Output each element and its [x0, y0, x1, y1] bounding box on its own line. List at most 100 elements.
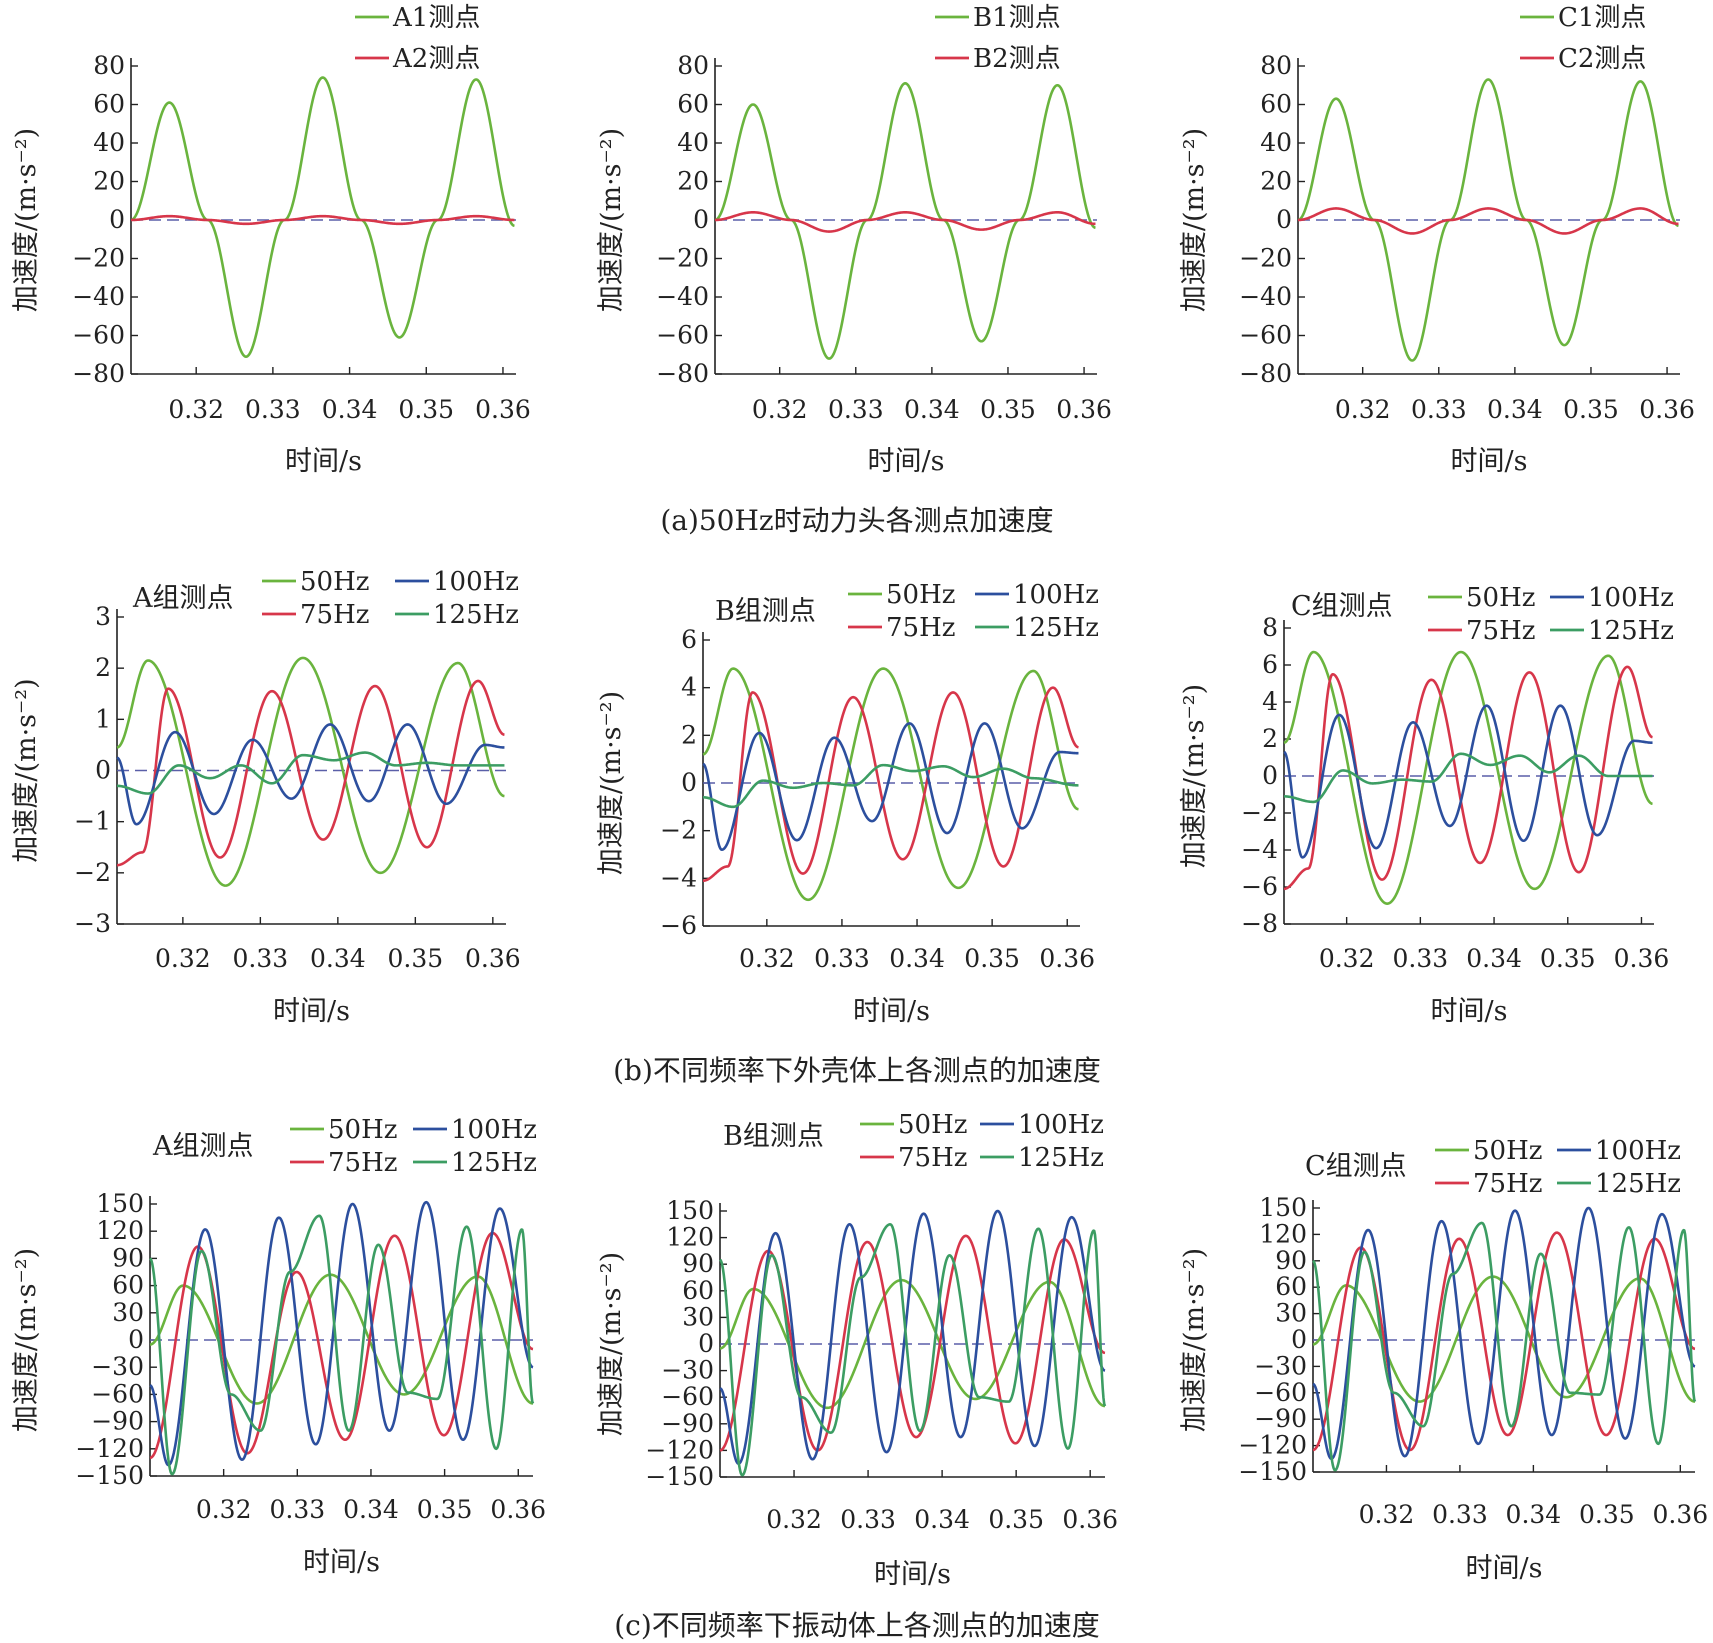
- y-tick-label: 30: [112, 1298, 144, 1327]
- y-axis-label: 加速度/(m·s⁻²): [11, 1248, 42, 1432]
- x-axis-label: 时间/s: [1466, 1553, 1543, 1584]
- x-axis-label: 时间/s: [273, 996, 350, 1027]
- x-tick-label: 0.32: [752, 395, 808, 424]
- x-axis-label: 时间/s: [874, 1559, 951, 1590]
- y-tick-label: −60: [1239, 321, 1292, 350]
- y-axis-label: 加速度/(m·s⁻²): [596, 691, 627, 875]
- series-line-75hz: [719, 1234, 1106, 1452]
- legend: B1测点 B2测点: [935, 3, 1061, 74]
- figure-caption: (c)不同频率下振动体上各测点的加速度: [614, 1609, 1100, 1642]
- y-tick-label: 80: [677, 51, 709, 80]
- legend: 50Hz 100Hz 75Hz 125Hz: [1435, 1136, 1681, 1199]
- chart-panel-b-B: −6 −4 −2 0 2 4 6 0.32 0.33 0.34 0.35 0.36 时间/s 加速度/(m…: [596, 580, 1099, 1027]
- x-tick-label: 0.33: [840, 1505, 896, 1534]
- legend: C1测点 C2测点: [1520, 3, 1646, 74]
- y-tick-label: 4: [681, 673, 697, 702]
- series-line-75hz: [1283, 665, 1654, 891]
- y-tick-label: 0: [1276, 205, 1292, 234]
- y-tick-label: 150: [96, 1189, 144, 1218]
- legend: 50Hz 100Hz 75Hz 125Hz: [1428, 583, 1674, 646]
- x-tick-label: 0.32: [766, 1505, 822, 1534]
- legend: A1测点 A2测点: [355, 3, 480, 74]
- legend: 50Hz 100Hz 75Hz 125Hz: [290, 1115, 537, 1178]
- y-tick-label: 20: [1260, 167, 1292, 196]
- y-tick-label: 40: [93, 128, 125, 157]
- legend: 50Hz 100Hz 75Hz 125Hz: [860, 1110, 1104, 1173]
- legend-label: A1测点: [392, 3, 480, 33]
- y-tick-label: −4: [1241, 835, 1278, 864]
- series-line-100hz: [1283, 704, 1654, 859]
- x-tick-label: 0.34: [904, 395, 960, 424]
- y-tick-label: 90: [112, 1243, 144, 1272]
- legend-label: 100Hz: [451, 1115, 537, 1145]
- x-axis-label: 时间/s: [303, 1547, 380, 1578]
- y-tick-label: −40: [72, 282, 125, 311]
- x-axis-label: 时间/s: [1431, 996, 1508, 1027]
- y-tick-label: 8: [1262, 613, 1278, 642]
- x-tick-label: 0.35: [988, 1505, 1044, 1534]
- y-tick-label: −150: [645, 1462, 714, 1491]
- x-tick-label: 0.36: [1039, 944, 1095, 973]
- series-line-50hz: [1283, 650, 1654, 905]
- x-tick-label: 0.34: [343, 1495, 399, 1524]
- y-tick-label: 120: [666, 1223, 714, 1252]
- y-tick-label: 0: [1262, 761, 1278, 790]
- y-tick-label: 30: [1275, 1299, 1307, 1328]
- chart-panel-a-C: −80 −60 −40 −20 0 20 40 60 80 0.32 0.33 0.34 0.35 0.3…: [1179, 3, 1695, 477]
- x-axis-label: 时间/s: [868, 446, 945, 477]
- series-line-50hz: [702, 667, 1080, 902]
- series-line-c1: [1297, 78, 1680, 362]
- series-line-125hz: [1312, 1221, 1697, 1472]
- y-tick-label: 80: [93, 51, 125, 80]
- legend-label: 50Hz: [300, 567, 369, 597]
- x-tick-label: 0.35: [1540, 944, 1596, 973]
- y-tick-label: 60: [677, 90, 709, 119]
- legend-label: 125Hz: [1018, 1143, 1104, 1173]
- panel-title: B组测点: [723, 1121, 824, 1152]
- legend-label: 75Hz: [1473, 1169, 1542, 1199]
- x-tick-label: 0.36: [490, 1495, 546, 1524]
- y-tick-label: 6: [1262, 650, 1278, 679]
- x-tick-label: 0.33: [1393, 944, 1449, 973]
- y-tick-label: 0: [128, 1325, 144, 1354]
- y-tick-label: −30: [661, 1356, 714, 1385]
- x-tick-label: 0.33: [233, 944, 289, 973]
- y-tick-label: −60: [91, 1379, 144, 1408]
- y-tick-label: −60: [656, 321, 709, 350]
- chart-panel-b-C: −8 −6 −4 −2 0 2 4 6 8 0.32 0.33 0.34 0.35 0.36 时间/s 加速度…: [1179, 583, 1674, 1027]
- x-tick-label: 0.32: [739, 944, 795, 973]
- y-axis-label: 加速度/(m·s⁻²): [596, 128, 627, 312]
- x-tick-label: 0.35: [388, 944, 444, 973]
- legend-label: 75Hz: [886, 613, 955, 643]
- series-line-75hz: [702, 686, 1080, 883]
- legend-label: 100Hz: [1595, 1136, 1681, 1166]
- y-tick-label: 40: [677, 128, 709, 157]
- series-line-50hz: [719, 1278, 1106, 1410]
- y-tick-label: 60: [682, 1276, 714, 1305]
- y-tick-label: 0: [693, 205, 709, 234]
- y-tick-label: −2: [1241, 798, 1278, 827]
- x-tick-label: 0.34: [310, 944, 366, 973]
- x-tick-label: 0.36: [1062, 1505, 1118, 1534]
- legend-label: 125Hz: [451, 1148, 537, 1178]
- series-line-50hz: [149, 1273, 534, 1405]
- y-tick-label: −40: [1239, 282, 1292, 311]
- series-line-125hz: [149, 1214, 535, 1476]
- series-line-100hz: [116, 723, 505, 826]
- panel-title: A组测点: [132, 583, 234, 614]
- legend-label: 75Hz: [328, 1148, 397, 1178]
- series-line-b1: [714, 82, 1097, 360]
- y-tick-label: −40: [656, 282, 709, 311]
- x-tick-label: 0.34: [322, 395, 378, 424]
- legend-label: A2测点: [392, 44, 480, 74]
- x-tick-label: 0.35: [398, 395, 454, 424]
- x-tick-label: 0.33: [828, 395, 884, 424]
- x-tick-label: 0.36: [465, 944, 521, 973]
- x-tick-label: 0.36: [1056, 395, 1112, 424]
- x-tick-label: 0.32: [1319, 944, 1375, 973]
- x-tick-label: 0.34: [1506, 1500, 1562, 1529]
- x-tick-label: 0.35: [964, 944, 1020, 973]
- y-tick-label: 2: [1262, 724, 1278, 753]
